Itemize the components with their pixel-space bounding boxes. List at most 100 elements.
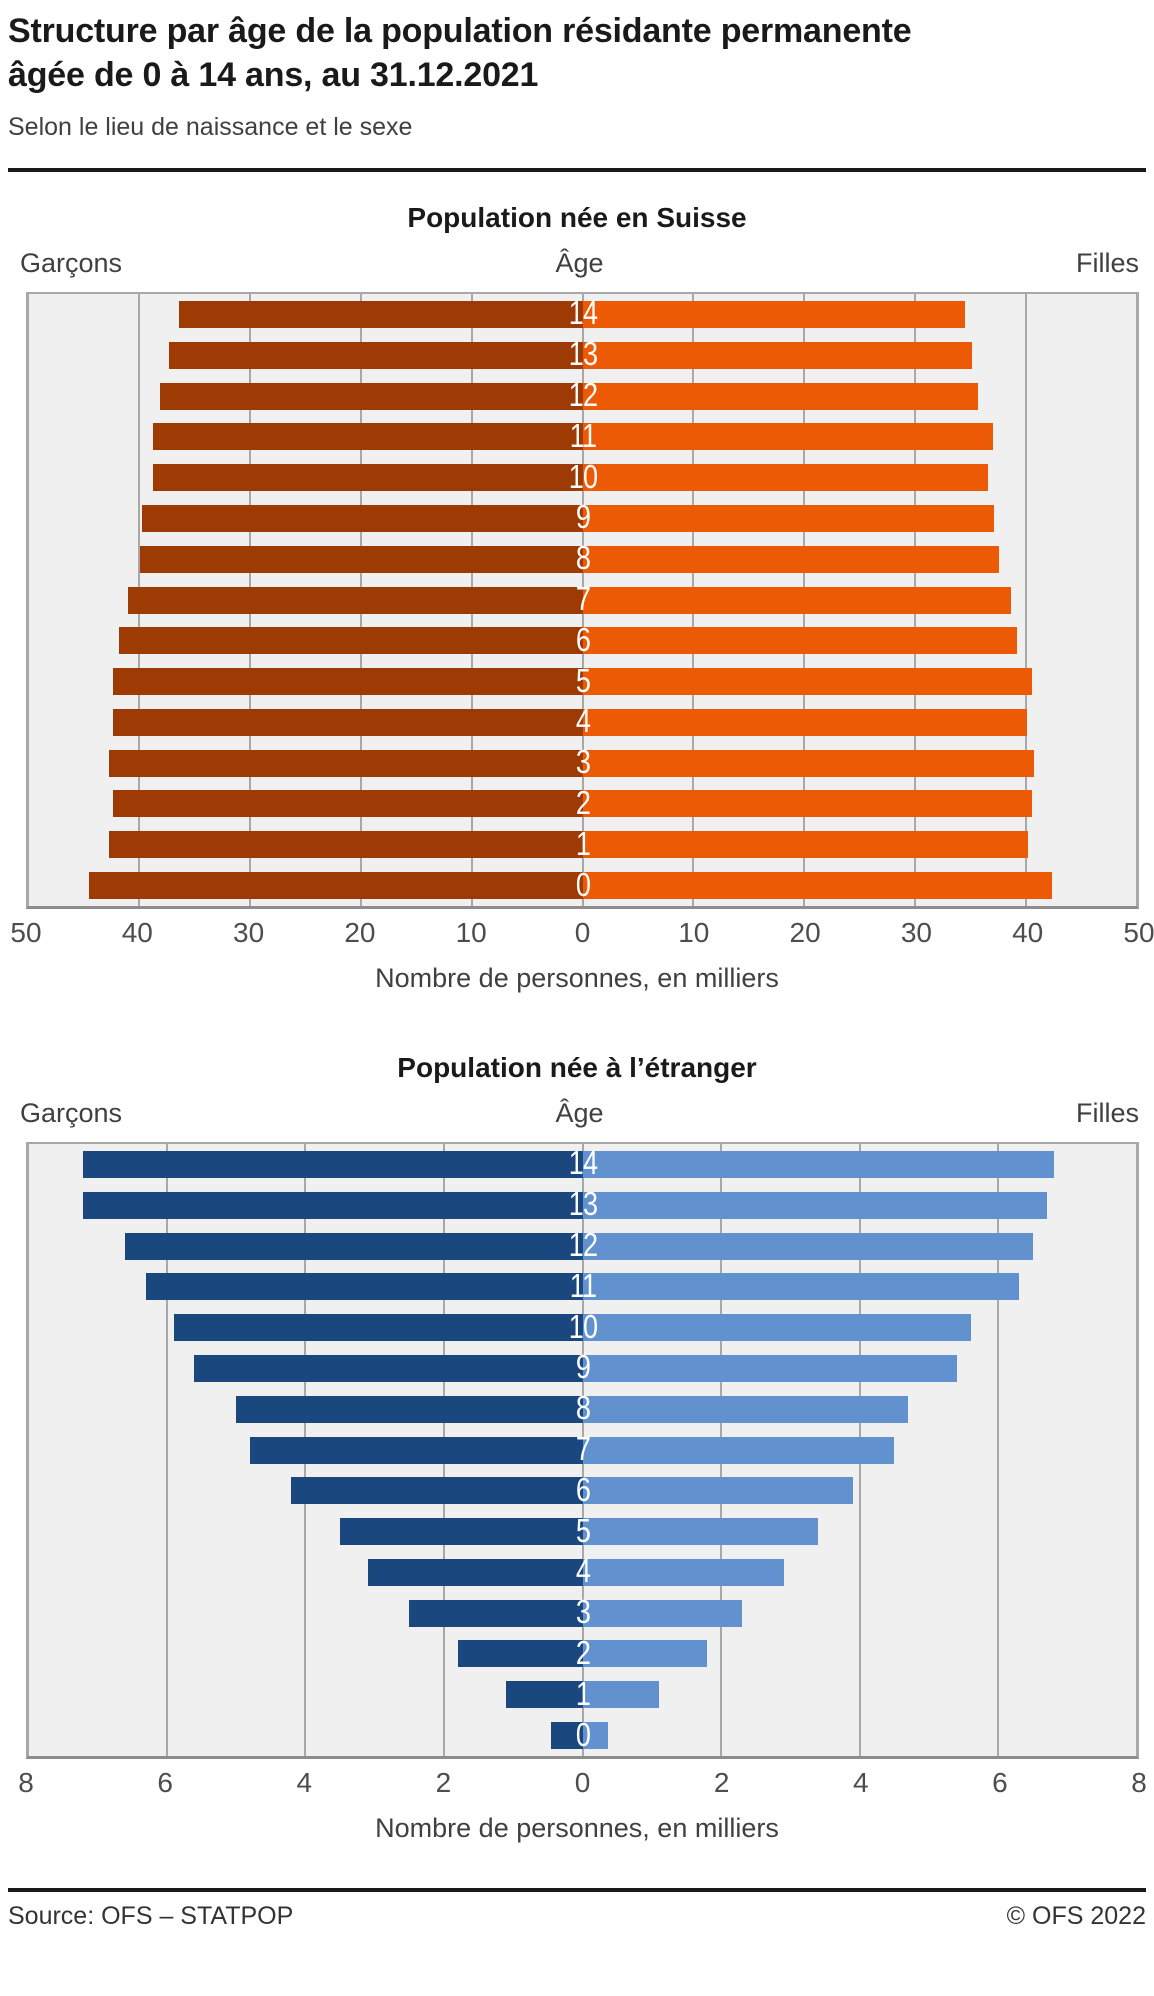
half-left [28,708,583,736]
bar-boys-age-2 [457,1640,583,1668]
age-label: 2 [575,1634,590,1672]
age-label: 8 [575,1389,590,1427]
bar-boys-age-0 [89,872,583,900]
bar-boys-age-1 [506,1681,583,1709]
x-axis-tick-label: 10 [455,917,487,949]
age-label: 14 [568,1144,597,1182]
half-left [28,1395,583,1423]
pyramid-row-age-14: 14 [28,1144,1137,1185]
half-left [28,1436,583,1464]
age-label: 11 [569,417,596,455]
x-axis-tick-label: 20 [789,917,821,949]
bar-girls-age-6 [582,1477,853,1505]
bar-girls-age-6 [582,627,1018,655]
pyramid-row-age-0: 0 [28,865,1137,906]
half-right [582,464,1138,492]
half-right [582,1436,1138,1464]
bar-boys-age-10 [173,1314,583,1342]
pyramid-row-age-4: 4 [28,702,1137,743]
bar-girls-age-5 [582,1518,819,1546]
x-axis-tick-label: 4 [852,1767,869,1799]
x-axis-tick-label: 30 [233,917,265,949]
age-label: 3 [575,1593,590,1631]
gridline [1136,1144,1138,1757]
x-axis-tick-label: 40 [1012,917,1044,949]
x-axis-tick-label: 30 [900,917,932,949]
half-right [582,831,1138,859]
gridline [27,1144,29,1757]
bar-girls-age-1 [582,831,1029,859]
half-left [28,1150,583,1178]
half-right [582,1640,1138,1668]
half-left [28,1558,583,1586]
bar-boys-age-9 [142,504,583,532]
half-right [582,1477,1138,1505]
half-right [582,1395,1138,1423]
pyramid-row-age-14: 14 [28,294,1137,335]
half-left [28,1191,583,1219]
half-right [582,545,1138,573]
bar-boys-age-8 [140,545,583,573]
chart1-x-axis: 50 40 30 20 10 0 10 20 30 40 50 [10,917,1154,953]
chart2-title: Population née à l’étranger [397,1052,757,1084]
x-axis-tick-label: 0 [574,917,591,949]
pyramid-row-age-7: 7 [28,580,1137,621]
age-label: 13 [568,1185,597,1223]
bar-boys-age-3 [108,749,583,777]
pyramid-row-age-9: 9 [28,498,1137,539]
chart1-x-axis-label: Nombre de personnes, en milliers [375,963,779,994]
bar-girls-age-13 [582,341,972,369]
age-label: 4 [575,702,590,740]
half-right [582,749,1138,777]
pyramid-row-age-11: 11 [28,416,1137,457]
bar-girls-age-12 [582,382,979,410]
bar-boys-age-9 [194,1354,583,1382]
half-left [28,627,583,655]
x-axis-tick-label: 50 [1123,917,1154,949]
page-subtitle: Selon le lieu de naissance et le sexe [8,113,413,142]
bar-girls-age-7 [582,1436,895,1464]
half-right [582,1191,1138,1219]
age-label: 0 [575,1715,590,1753]
bar-girls-age-11 [582,423,993,451]
pyramid-row-age-1: 1 [28,1674,1137,1715]
half-left [28,341,583,369]
bar-girls-age-0 [582,1722,609,1750]
pyramid-row-age-2: 2 [28,1634,1137,1675]
age-label: 0 [575,865,590,903]
bar-boys-age-14 [178,300,583,328]
bar-girls-age-10 [582,1314,971,1342]
x-axis-tick-label: 8 [1131,1767,1147,1799]
half-right [582,627,1138,655]
chart1-plot-area: 14 13 12 11 10 9 8 7 6 5 4 3 2 1 0 [26,292,1139,910]
pyramid-row-age-3: 3 [28,743,1137,784]
bar-girls-age-12 [582,1232,1034,1260]
half-right [582,1150,1138,1178]
pyramid-row-age-8: 8 [28,539,1137,580]
age-label: 12 [568,1226,597,1264]
half-right [582,341,1138,369]
age-label: 12 [568,376,597,414]
bar-boys-age-1 [108,831,583,859]
gridline [27,294,29,907]
pyramid-row-age-13: 13 [28,335,1137,376]
bar-boys-age-13 [83,1191,583,1219]
half-left [28,1681,583,1709]
half-right [582,1681,1138,1709]
pyramid-row-age-9: 9 [28,1348,1137,1389]
bar-boys-age-8 [235,1395,583,1423]
bar-boys-age-7 [249,1436,583,1464]
pyramid-row-age-4: 4 [28,1552,1137,1593]
bar-girls-age-4 [582,1558,784,1586]
age-label: 4 [575,1552,590,1590]
half-left [28,1518,583,1546]
pyramid-row-age-13: 13 [28,1185,1137,1226]
x-axis-tick-label: 8 [18,1767,34,1799]
footer-source: Source: OFS – STATPOP [8,1902,294,1931]
bottom-divider [8,1888,1146,1893]
half-left [28,1232,583,1260]
chart2-center-label: Âge [555,1098,604,1129]
x-axis-tick-label: 6 [157,1767,173,1799]
half-left [28,1477,583,1505]
bar-boys-age-4 [367,1558,583,1586]
